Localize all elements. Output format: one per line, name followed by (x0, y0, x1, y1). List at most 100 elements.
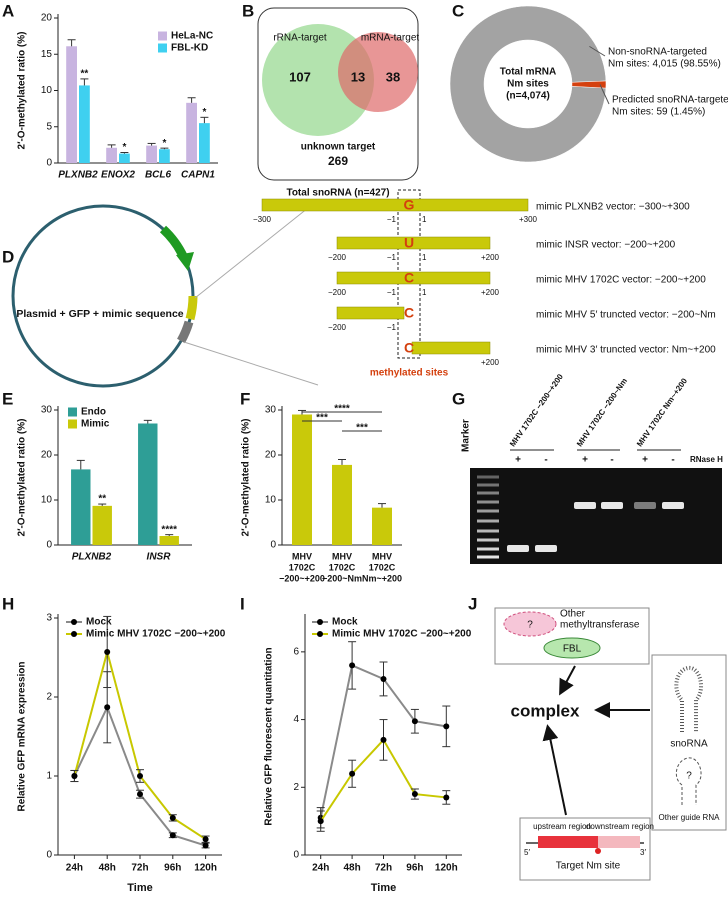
legend-swatch (68, 407, 77, 417)
marker (349, 662, 356, 669)
gel-band (535, 545, 557, 552)
significance: * (202, 107, 206, 118)
vector-bar (336, 271, 491, 285)
bar (71, 469, 91, 545)
slice-label: Nm sites: 59 (1.45%) (612, 107, 705, 118)
position-label: +200 (481, 358, 500, 367)
ladder-band (477, 500, 499, 504)
x-tick-label: Nm~+200 (362, 573, 402, 583)
panel-label: C (452, 1, 464, 20)
bar (372, 507, 392, 545)
y-tick-label: 30 (265, 405, 277, 416)
set-label: rRNA-target (273, 33, 327, 44)
venn-circle (338, 32, 418, 112)
mimic-segment (185, 295, 198, 321)
site-label: Target Nm site (556, 861, 621, 872)
x-tick-label: 1702C (289, 562, 316, 572)
significance: ** (98, 494, 106, 505)
x-tick-label: MHV (332, 551, 352, 561)
nm-site (595, 848, 601, 854)
plasmid: Plasmid + GFP + mimic sequence methylate… (11, 189, 449, 388)
y-tick-label: 3 (46, 613, 52, 624)
fbl-label: FBL (563, 644, 582, 655)
lane-label: MHV 1702C −200~Nm (575, 377, 629, 449)
ladder-band (477, 491, 499, 495)
ladder-band (477, 519, 499, 523)
y-tick-label: 2 (46, 692, 52, 703)
bar (292, 414, 312, 545)
leader-line (589, 45, 606, 57)
x-tick-label: ENOX2 (101, 170, 135, 181)
comparison-label: **** (334, 404, 350, 415)
x-tick-label: PLXNB2 (58, 170, 98, 181)
count: 269 (328, 154, 348, 168)
ladder-band (477, 483, 499, 487)
marker (169, 814, 176, 821)
legend-label: Mock (332, 617, 358, 628)
guide-box (651, 654, 727, 831)
ladder-band (477, 547, 499, 551)
position-label: −1 (387, 215, 397, 224)
marker (317, 818, 324, 825)
vector-name: mimic MHV 5′ truncted vector: −200~Nm (536, 310, 716, 321)
treatment-label: - (671, 455, 674, 466)
position-label: 1 (422, 288, 427, 297)
y-tick-label: 30 (41, 405, 53, 416)
position-label: −200 (328, 253, 347, 262)
vector-bar (411, 341, 491, 355)
y-tick-label: 20 (41, 450, 53, 461)
upstream-region (538, 836, 598, 848)
y-axis-label: 2′-O-methylated ratio (%) (241, 419, 252, 537)
vector-name: mimic MHV 1702C vector: −200~+200 (536, 275, 706, 286)
site-label: methylated sites (370, 368, 449, 379)
guide-shape (675, 757, 702, 805)
unknown-enzyme (503, 611, 557, 637)
legend-label: Mimic MHV 1702C −200~+200 (86, 629, 226, 640)
bar (159, 149, 170, 163)
y-axis-label: Relative GFP fluorescent quantitation (264, 647, 275, 825)
target-box (519, 817, 651, 881)
position-label: −1 (387, 288, 397, 297)
x-tick-label: 120h (435, 863, 458, 874)
y-tick-label: 5 (46, 121, 52, 132)
bar (332, 464, 352, 545)
leader-line (599, 84, 610, 105)
y-axis-label: 2′-O-methylated ratio (%) (17, 32, 28, 150)
x-tick-label: 48h (99, 863, 116, 874)
marker (202, 842, 209, 849)
vector-segment (177, 320, 194, 344)
position-label: −1 (387, 323, 397, 332)
arrow (559, 665, 576, 696)
comparison-label: *** (356, 423, 368, 434)
y-tick-label: 10 (265, 495, 277, 506)
enzyme-label: methyltransferase (560, 620, 640, 631)
legend-swatch (158, 31, 167, 41)
site-letter: G (404, 197, 415, 213)
slice-label: Non-snoRNA-targeted (608, 47, 707, 58)
treatment-label: - (610, 455, 613, 466)
plasmid-label: Plasmid + GFP + mimic sequence (16, 308, 183, 320)
position-label: 1 (422, 215, 427, 224)
site-letter: C (404, 305, 414, 321)
enzyme-label: Other (560, 609, 586, 620)
set-label: mRNA-target (361, 33, 420, 44)
y-tick-label: 20 (41, 13, 53, 24)
legend-label: FBL-KD (171, 43, 208, 54)
bar (159, 536, 179, 545)
legend-label: Mimic MHV 1702C −200~+200 (332, 629, 472, 640)
bar (79, 85, 90, 163)
center-label: (n=4,074) (506, 91, 550, 102)
x-tick-label: 72h (131, 863, 148, 874)
legend-swatch (158, 43, 167, 53)
legend-label: HeLa-NC (171, 31, 213, 42)
gel-band (601, 502, 623, 509)
legend-marker (317, 619, 323, 625)
x-axis-label: Time (371, 882, 396, 894)
treatment-label: + (642, 455, 648, 466)
y-tick-label: 0 (46, 540, 52, 551)
slice-label: Nm sites: 4,015 (98.55%) (608, 59, 721, 70)
treatment-label: - (544, 455, 547, 466)
snorna-label: snoRNA (670, 739, 708, 750)
panel-label: D (2, 247, 14, 266)
x-tick-label: 24h (66, 863, 83, 874)
